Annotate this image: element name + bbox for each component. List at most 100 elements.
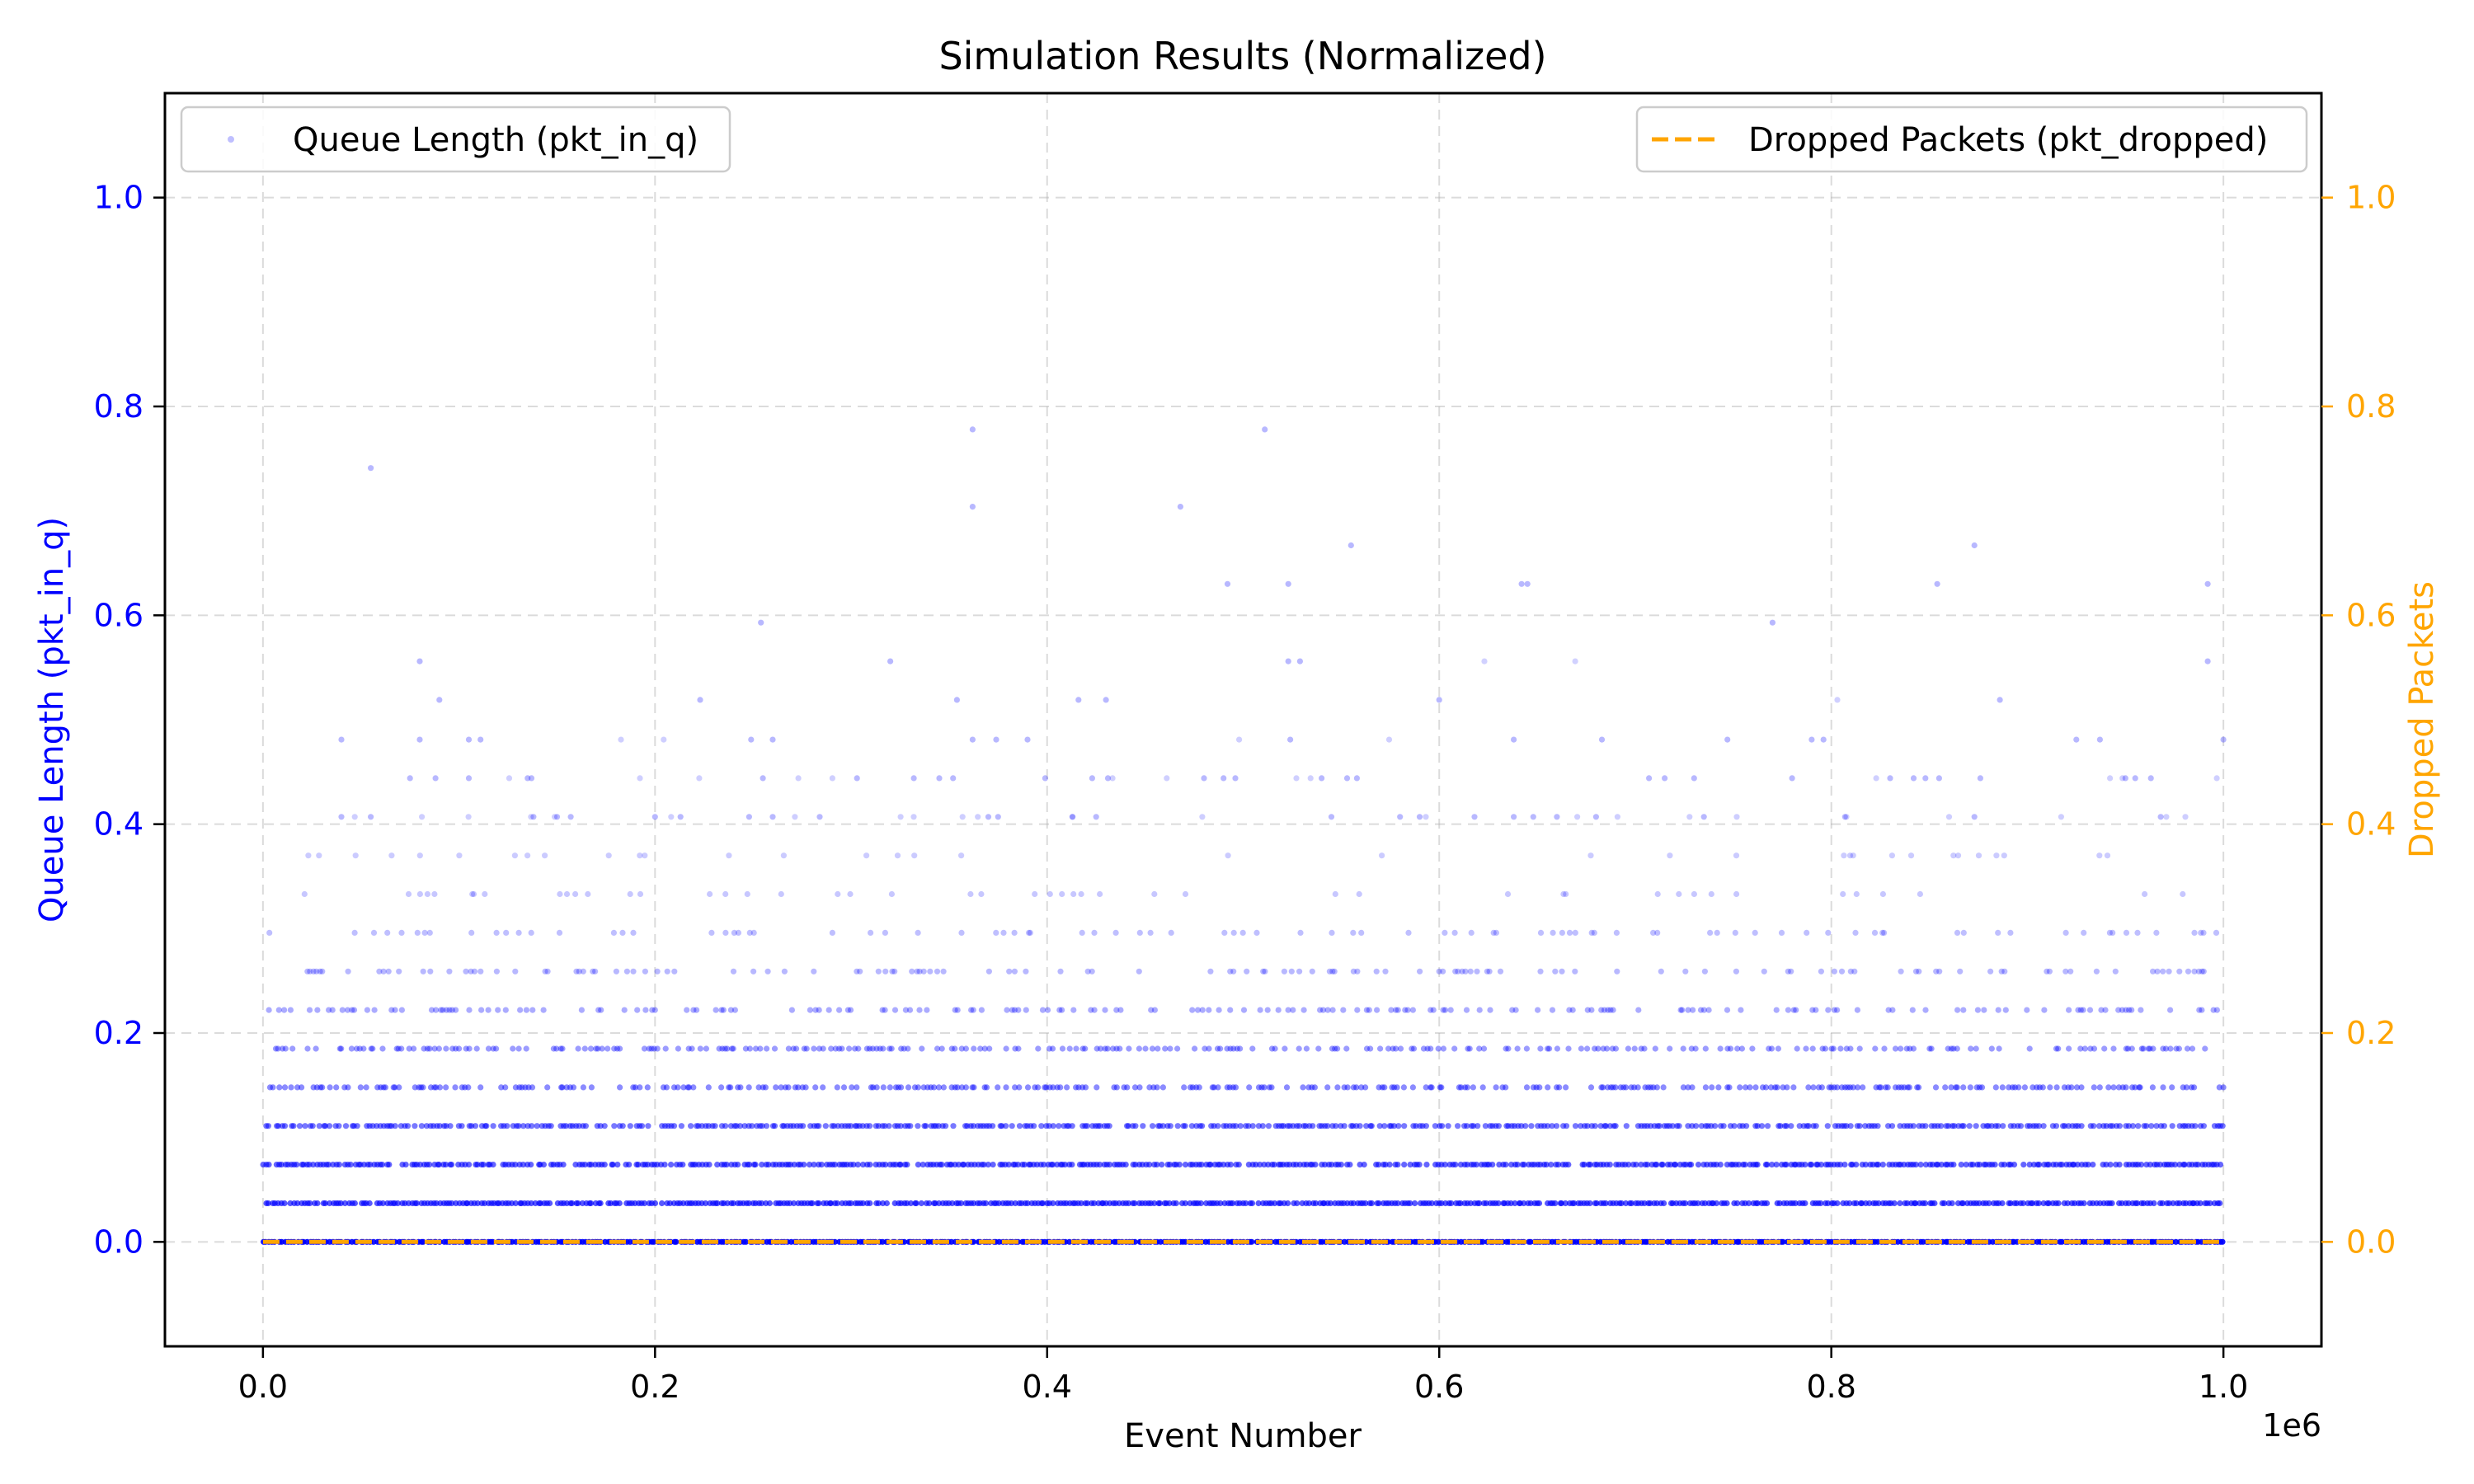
queue-length-point bbox=[265, 1123, 271, 1129]
queue-length-point bbox=[582, 1123, 590, 1129]
queue-length-point bbox=[1963, 1162, 1969, 1168]
queue-length-point bbox=[1667, 852, 1673, 859]
queue-length-point bbox=[1837, 1045, 1844, 1052]
queue-length-point bbox=[2191, 929, 2198, 936]
queue-length-point bbox=[1159, 1162, 1165, 1168]
queue-length-point bbox=[310, 1162, 317, 1168]
queue-length-point bbox=[632, 1084, 639, 1091]
queue-length-point bbox=[1233, 1123, 1239, 1129]
queue-length-point bbox=[275, 1045, 281, 1052]
queue-length-point bbox=[1701, 968, 1708, 974]
queue-length-point bbox=[449, 1007, 456, 1013]
queue-length-point bbox=[1810, 1084, 1817, 1091]
queue-length-point bbox=[1844, 1084, 1851, 1091]
queue-length-point bbox=[1598, 1007, 1605, 1013]
queue-length-points bbox=[260, 426, 2227, 1245]
queue-length-point bbox=[1452, 1162, 1459, 1168]
queue-length-point bbox=[276, 1084, 283, 1091]
queue-length-point bbox=[1907, 852, 1915, 859]
queue-length-point bbox=[2180, 1084, 2186, 1091]
queue-length-point bbox=[310, 968, 317, 974]
queue-length-point bbox=[1743, 1123, 1750, 1129]
queue-length-point bbox=[1881, 929, 1888, 936]
queue-length-point bbox=[1078, 1200, 1084, 1207]
queue-length-point bbox=[962, 1084, 969, 1091]
queue-length-point bbox=[1390, 1123, 1398, 1129]
queue-length-point bbox=[940, 968, 947, 974]
queue-length-point bbox=[651, 1007, 658, 1013]
queue-length-point bbox=[2175, 1045, 2182, 1052]
queue-length-point bbox=[1311, 1084, 1318, 1091]
queue-length-point bbox=[1727, 1045, 1734, 1052]
queue-length-point bbox=[388, 852, 395, 859]
queue-length-point bbox=[1078, 890, 1084, 898]
queue-length-point bbox=[590, 968, 596, 974]
queue-length-point bbox=[1239, 929, 1246, 936]
queue-length-point bbox=[1783, 1162, 1790, 1168]
queue-length-point bbox=[446, 968, 453, 974]
queue-length-point bbox=[1549, 1007, 1556, 1013]
queue-length-point bbox=[1788, 1123, 1794, 1129]
queue-length-point bbox=[2191, 1084, 2198, 1091]
queue-length-point bbox=[2090, 1162, 2096, 1168]
queue-length-point bbox=[322, 1200, 329, 1207]
queue-length-point bbox=[852, 1045, 858, 1052]
queue-length-point bbox=[317, 1084, 324, 1091]
queue-length-point bbox=[1427, 1007, 1434, 1013]
queue-length-point bbox=[1550, 929, 1556, 936]
queue-length-point bbox=[1954, 1007, 1961, 1013]
queue-length-point bbox=[867, 1162, 873, 1168]
queue-length-point bbox=[952, 1084, 958, 1091]
queue-length-point bbox=[1094, 1045, 1100, 1052]
queue-length-point bbox=[2180, 890, 2186, 898]
queue-length-point bbox=[1609, 1045, 1616, 1052]
queue-length-point bbox=[1794, 1045, 1800, 1052]
queue-length-point bbox=[374, 1084, 381, 1091]
queue-length-point bbox=[1742, 1162, 1748, 1168]
queue-length-point bbox=[2147, 1045, 2153, 1052]
queue-length-point bbox=[1897, 1123, 1903, 1129]
queue-length-point bbox=[2191, 968, 2198, 974]
queue-length-point bbox=[1653, 1084, 1660, 1091]
queue-length-point bbox=[1764, 1162, 1771, 1168]
queue-length-point bbox=[2198, 929, 2204, 936]
queue-length-point bbox=[981, 1162, 987, 1168]
queue-length-point bbox=[449, 1200, 455, 1207]
queue-length-point bbox=[553, 1045, 560, 1052]
queue-length-point bbox=[1644, 1162, 1651, 1168]
queue-length-point bbox=[2006, 1084, 2012, 1091]
queue-length-point bbox=[1512, 1007, 1519, 1013]
queue-length-point bbox=[764, 968, 771, 974]
queue-length-point bbox=[341, 1084, 348, 1091]
queue-length-point bbox=[948, 1045, 955, 1052]
queue-length-point bbox=[1772, 1084, 1779, 1091]
queue-length-point bbox=[968, 1007, 975, 1013]
queue-length-point bbox=[1373, 968, 1380, 974]
queue-length-point bbox=[1395, 1162, 1401, 1168]
queue-length-point bbox=[1420, 1045, 1427, 1052]
queue-length-point bbox=[544, 1084, 551, 1091]
queue-length-point bbox=[426, 1045, 433, 1052]
queue-length-point bbox=[1331, 968, 1338, 974]
queue-length-point bbox=[1935, 775, 1942, 782]
queue-length-point bbox=[567, 814, 574, 820]
queue-length-point bbox=[920, 1084, 927, 1091]
queue-length-point bbox=[1973, 1045, 1979, 1052]
queue-length-point bbox=[1261, 1084, 1268, 1091]
queue-length-point bbox=[818, 1162, 825, 1168]
queue-length-point bbox=[1280, 1123, 1286, 1129]
queue-length-point bbox=[1873, 775, 1879, 782]
queue-length-point bbox=[1395, 1123, 1402, 1129]
queue-length-point bbox=[466, 1007, 473, 1013]
queue-length-point bbox=[897, 814, 904, 820]
queue-length-point bbox=[1227, 1162, 1234, 1168]
queue-length-point bbox=[1533, 1084, 1540, 1091]
queue-length-point bbox=[1070, 1007, 1077, 1013]
queue-length-point bbox=[1407, 1162, 1413, 1168]
queue-length-point bbox=[2047, 1084, 2053, 1091]
queue-length-point bbox=[376, 968, 383, 974]
queue-length-point bbox=[2169, 1084, 2175, 1091]
queue-length-point bbox=[2119, 1084, 2126, 1091]
queue-length-point bbox=[287, 1007, 294, 1013]
queue-length-point bbox=[1124, 1084, 1131, 1091]
